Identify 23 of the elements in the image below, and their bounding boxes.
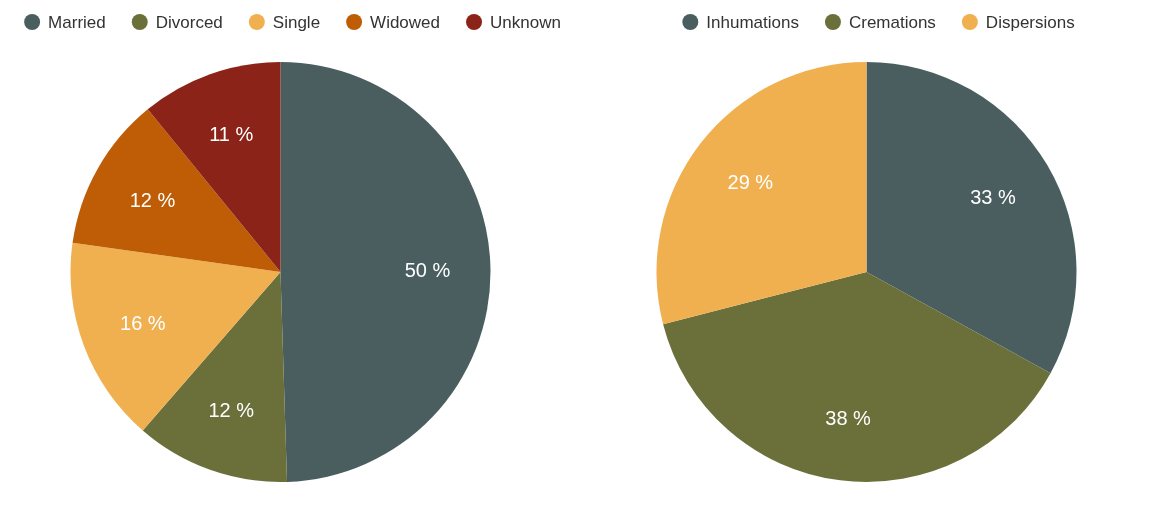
legend-label: Married: [48, 13, 106, 32]
pie-slice: [142, 272, 288, 482]
data-label: 50 %: [404, 258, 451, 281]
legend-label: Single: [272, 13, 321, 32]
data-label: 12 %: [208, 399, 255, 422]
legend-label: Unknown: [490, 13, 561, 32]
pie-slice: [866, 62, 1077, 374]
pie-slice: [72, 109, 281, 272]
pie-slice: [70, 242, 281, 431]
data-label: 12 %: [129, 188, 176, 211]
data-label: 29 %: [727, 170, 774, 193]
data-label: 33 %: [970, 186, 1017, 209]
data-label: 38 %: [825, 406, 872, 429]
data-label: 16 %: [120, 312, 166, 335]
legend-label: Inhumations: [706, 13, 799, 32]
pie-slice: [280, 62, 491, 482]
legend-label: Cremations: [848, 13, 936, 32]
pie-slice: [656, 62, 867, 325]
legend-label: Widowed: [370, 13, 441, 32]
legend-label: Dispersions: [985, 13, 1075, 32]
data-label: 11 %: [209, 122, 254, 145]
legend-label: Divorced: [155, 13, 223, 32]
pie-slice: [663, 272, 1051, 482]
